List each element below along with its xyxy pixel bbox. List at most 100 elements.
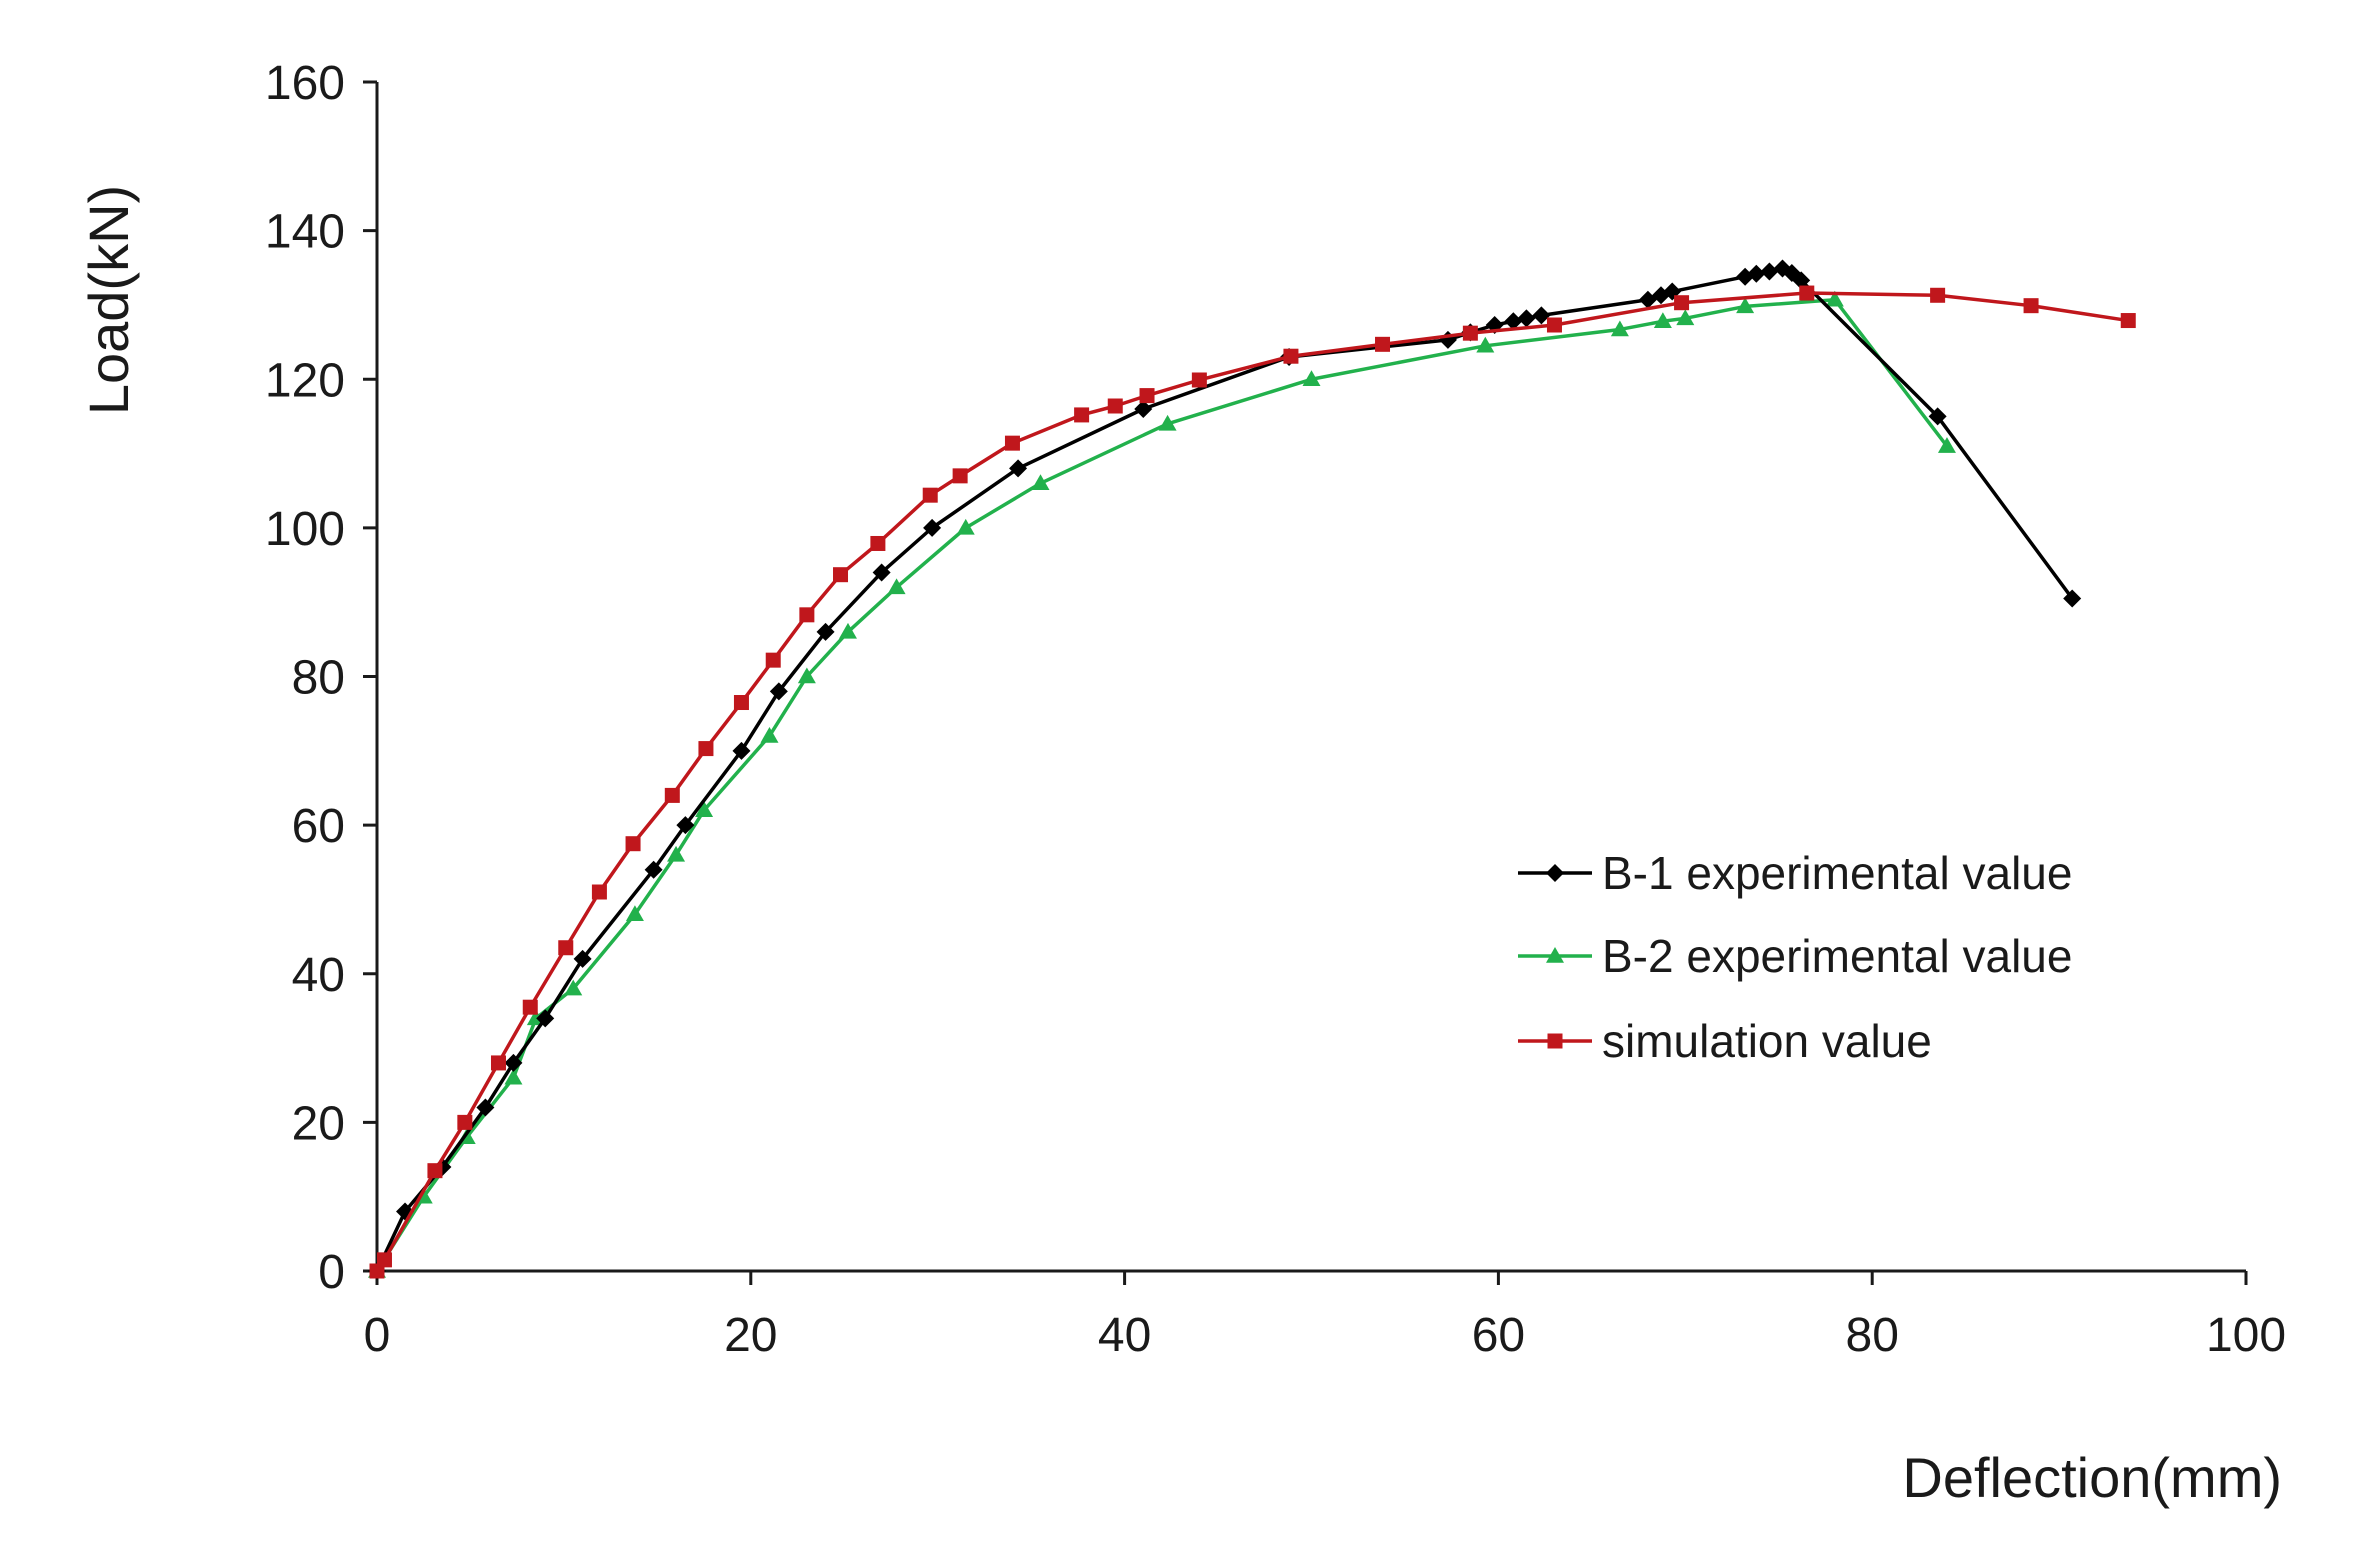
legend: B-1 experimental value B-2 experimental v…	[1518, 847, 2072, 1067]
x-tick-label: 60	[1472, 1309, 1525, 1362]
data-point	[1009, 459, 1028, 478]
y-tick-label: 60	[292, 800, 345, 853]
data-point	[732, 741, 751, 760]
data-point	[1191, 372, 1207, 388]
series-1	[368, 259, 2082, 1280]
data-point	[625, 836, 641, 852]
data-point	[769, 682, 788, 701]
x-tick-label: 80	[1846, 1309, 1899, 1362]
data-point	[667, 845, 686, 862]
data-point	[1610, 320, 1629, 337]
data-point	[1158, 414, 1177, 431]
y-tick-label: 20	[292, 1097, 345, 1150]
data-point	[816, 622, 835, 641]
legend-item: simulation value	[1518, 1015, 1932, 1067]
data-point	[457, 1114, 473, 1130]
data-point	[695, 801, 714, 818]
data-point	[625, 905, 644, 922]
y-tick-label: 120	[265, 354, 345, 407]
data-point	[956, 518, 975, 535]
series-line	[375, 266, 2074, 1272]
data-point	[1283, 348, 1299, 364]
data-point	[1937, 437, 1956, 453]
data-point	[923, 518, 942, 537]
data-point	[765, 652, 781, 668]
legend-label: simulation value	[1602, 1015, 1932, 1067]
data-point	[799, 607, 815, 623]
data-point	[476, 1098, 495, 1117]
data-point	[1107, 398, 1123, 414]
data-point	[1462, 325, 1478, 341]
data-point	[698, 741, 714, 757]
legend-marker	[1546, 947, 1564, 963]
y-tick-label: 140	[265, 206, 345, 259]
y-tick-label: 160	[265, 57, 345, 110]
data-point	[427, 1163, 443, 1179]
data-point	[1930, 287, 1946, 303]
data-point	[1532, 306, 1551, 325]
data-point	[504, 1053, 523, 1072]
x-tick-label: 100	[2206, 1309, 2286, 1362]
y-tick-label: 80	[292, 652, 345, 705]
data-point	[1799, 285, 1815, 301]
data-point	[536, 1009, 555, 1028]
series-line	[375, 291, 2129, 1272]
data-point	[522, 999, 538, 1015]
data-point	[922, 487, 938, 503]
data-point	[1676, 309, 1695, 326]
data-point	[676, 816, 695, 835]
data-point	[664, 787, 680, 803]
y-tick-label: 0	[318, 1246, 345, 1299]
data-point	[1476, 336, 1495, 353]
y-tick-label: 40	[292, 949, 345, 1002]
legend-item: B-1 experimental value	[1518, 847, 2072, 899]
data-point	[490, 1055, 506, 1071]
data-point	[2063, 589, 2082, 608]
data-point	[1747, 264, 1766, 283]
data-point	[833, 567, 849, 583]
data-point	[952, 468, 968, 484]
x-axis-title: Deflection(mm)	[1902, 1446, 2282, 1509]
y-tick-label: 100	[265, 503, 345, 556]
data-point	[1546, 317, 1562, 333]
data-point	[1792, 271, 1811, 290]
data-point	[1825, 290, 1844, 307]
data-point	[558, 940, 574, 956]
series-3	[369, 285, 2136, 1279]
data-point	[797, 667, 816, 684]
data-point	[1653, 312, 1672, 329]
y-axis-title: Load(kN)	[77, 185, 140, 415]
data-point	[1375, 336, 1391, 352]
data-point	[2023, 298, 2039, 314]
data-point	[564, 979, 583, 996]
legend-marker	[1547, 1033, 1563, 1049]
legend-label: B-2 experimental value	[1602, 930, 2072, 982]
data-point	[376, 1252, 392, 1268]
data-point	[504, 1068, 523, 1085]
data-point	[644, 860, 663, 879]
data-point	[1004, 435, 1020, 451]
data-point	[1031, 474, 1050, 491]
data-point	[1674, 295, 1690, 311]
legend-item: B-2 experimental value	[1518, 930, 2072, 982]
data-point	[1074, 407, 1090, 423]
data-point	[1302, 370, 1321, 386]
legend-label: B-1 experimental value	[1602, 847, 2072, 899]
ticks: 0 20 40 60 80 100 120 140 160 0 20 40 60 80 100	[265, 57, 2286, 1362]
data-point	[733, 695, 749, 711]
plot-area	[368, 259, 2136, 1280]
data-point	[1736, 297, 1755, 314]
legend-marker	[1546, 864, 1564, 882]
x-tick-label: 0	[364, 1309, 391, 1362]
data-point	[573, 949, 592, 968]
data-point	[1134, 399, 1153, 418]
y-axis-title-group: Load(kN)	[77, 185, 140, 415]
data-point	[760, 726, 779, 743]
data-point	[872, 563, 891, 582]
series-2	[368, 290, 1956, 1278]
series-line	[375, 297, 1949, 1272]
data-point	[1504, 312, 1523, 331]
data-point	[1928, 407, 1947, 426]
data-point	[591, 884, 607, 900]
